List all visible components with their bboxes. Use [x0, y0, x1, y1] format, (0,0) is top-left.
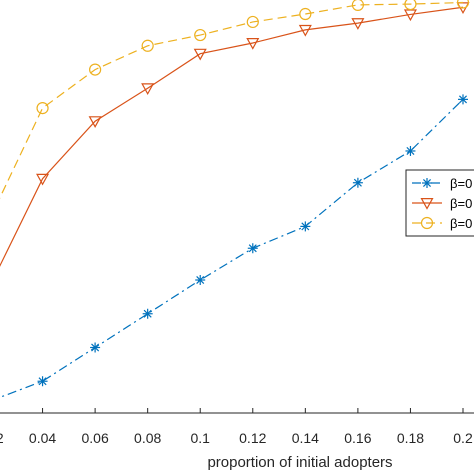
x-tick-label: 0.08	[134, 430, 161, 446]
x-ticks: 0.02 0.04 0.06 0.08 0.1 0.12 0.14 0.16 0.18 0.2	[0, 408, 473, 446]
x-tick-label: 0.16	[344, 430, 371, 446]
series-line	[0, 6, 464, 267]
data-point	[420, 198, 434, 210]
data-point	[456, 0, 470, 9]
data-point	[142, 308, 153, 319]
series-2	[0, 2, 470, 267]
x-tick-label: 0.14	[292, 430, 319, 446]
data-point	[141, 83, 155, 95]
legend: β=0 β=0 β=0	[405, 169, 474, 237]
legend-item: β=0	[412, 176, 472, 191]
data-point	[141, 39, 154, 52]
data-point	[194, 28, 207, 42]
data-point	[246, 37, 260, 50]
x-tick-label: 0.02	[0, 430, 4, 446]
x-tick-label: 0.06	[81, 430, 108, 446]
data-point	[404, 0, 417, 11]
x-tick-label: 0.12	[239, 430, 266, 446]
data-point	[36, 173, 50, 186]
data-point	[36, 102, 49, 115]
data-point	[90, 342, 101, 353]
data-point	[458, 94, 468, 105]
data-point	[351, 0, 364, 11]
legend-item: β=0	[412, 216, 472, 231]
data-point	[89, 63, 102, 76]
legend-label: β=0	[450, 196, 472, 211]
data-point	[352, 177, 363, 188]
data-point	[300, 221, 311, 232]
series-line	[0, 1, 464, 199]
x-axis-label: proportion of initial adopters	[207, 454, 392, 471]
data-point	[351, 18, 365, 30]
legend-label: β=0	[450, 176, 472, 191]
x-tick-label: 0.1	[190, 430, 210, 446]
data-point	[246, 15, 259, 29]
data-point	[299, 7, 312, 21]
x-tick-label: 0.18	[397, 430, 424, 446]
series-1	[0, 94, 468, 398]
series-line	[0, 98, 464, 398]
series-layer	[0, 0, 470, 398]
data-point	[420, 216, 434, 230]
data-point	[422, 178, 432, 188]
data-point	[405, 145, 416, 156]
data-point	[298, 24, 312, 37]
x-axis: 0.02 0.04 0.06 0.08 0.1 0.12 0.14 0.16 0.18 0.2 p…	[0, 408, 474, 471]
data-point	[193, 48, 207, 61]
data-point	[88, 116, 102, 128]
data-point	[37, 376, 48, 387]
series-3	[0, 0, 470, 199]
legend-label: β=0	[450, 216, 472, 231]
data-point	[247, 243, 258, 254]
legend-item: β=0	[412, 196, 472, 211]
data-point	[195, 275, 206, 286]
x-tick-label: 0.2	[453, 430, 473, 446]
x-tick-label: 0.04	[29, 430, 56, 446]
